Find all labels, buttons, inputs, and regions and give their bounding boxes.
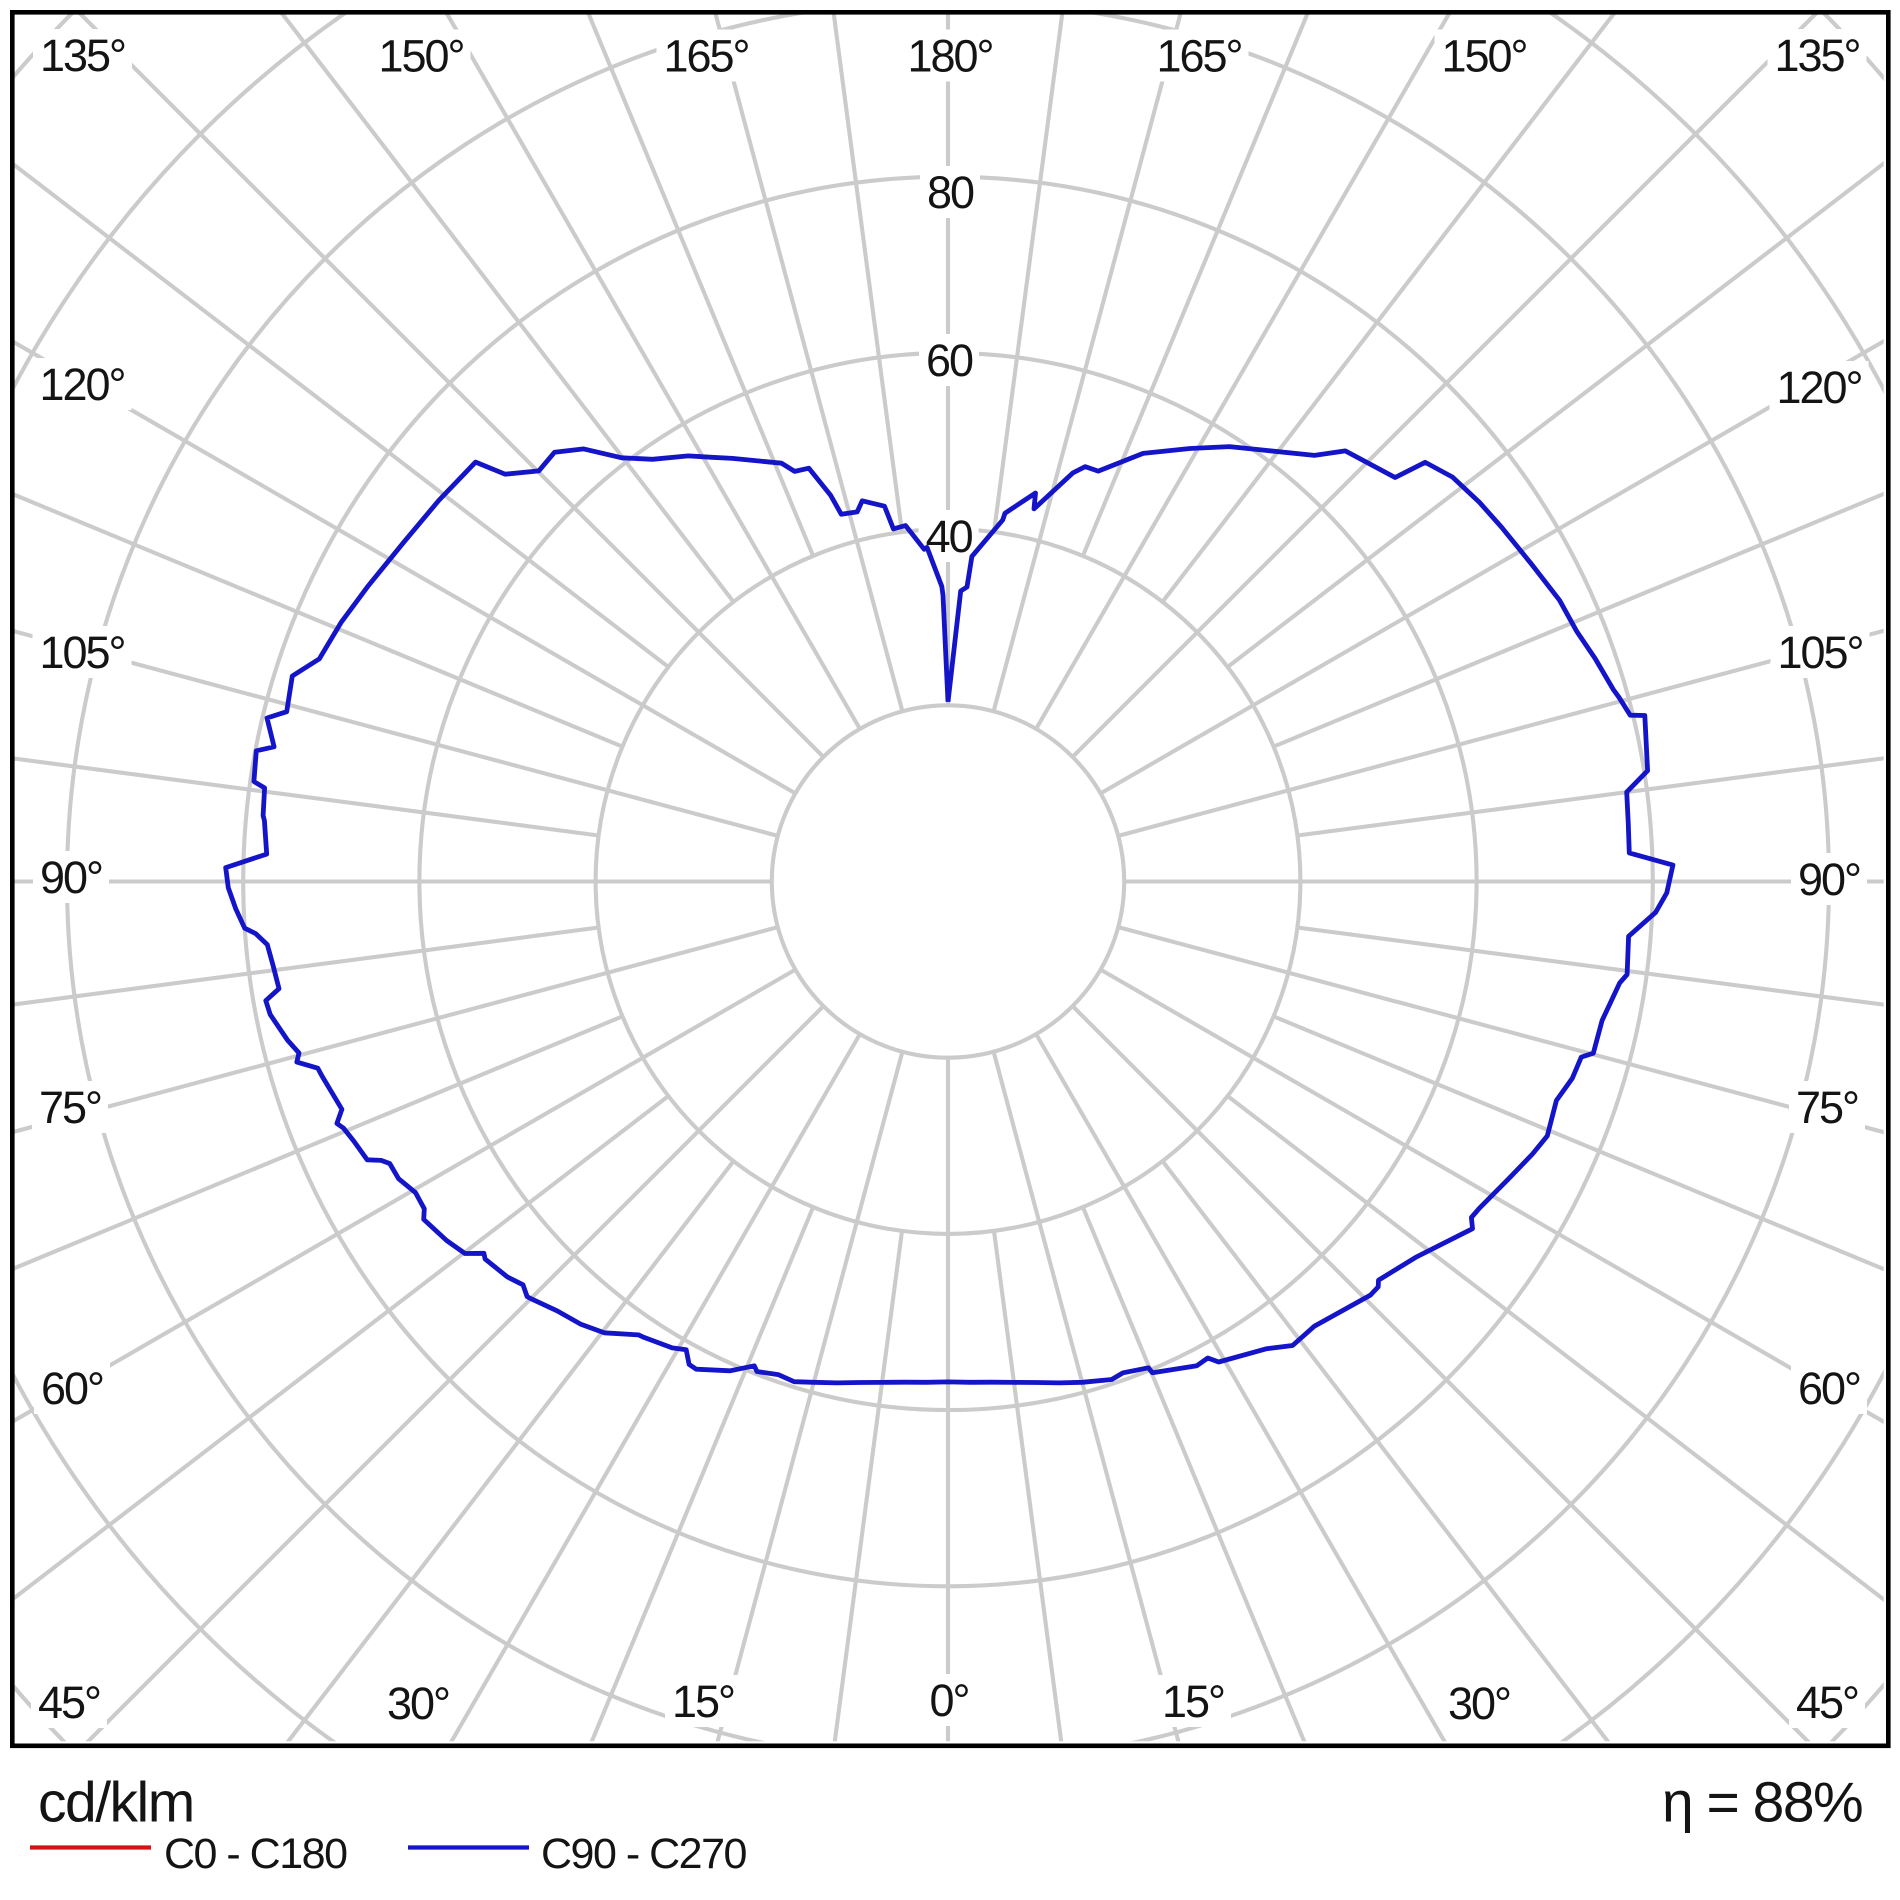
svg-text:135°: 135° <box>1774 30 1859 81</box>
svg-text:30°: 30° <box>387 1678 449 1729</box>
svg-text:60: 60 <box>926 335 973 386</box>
svg-text:135°: 135° <box>40 30 125 81</box>
svg-text:120°: 120° <box>1776 362 1861 413</box>
svg-text:C0 - C180: C0 - C180 <box>164 1830 347 1878</box>
svg-text:40: 40 <box>926 511 973 562</box>
svg-text:150°: 150° <box>1441 31 1526 82</box>
svg-text:cd/klm: cd/klm <box>38 1771 194 1835</box>
svg-text:30°: 30° <box>1448 1678 1510 1729</box>
svg-text:165°: 165° <box>663 31 748 82</box>
svg-text:80: 80 <box>927 167 974 218</box>
svg-text:180°: 180° <box>907 31 992 82</box>
svg-text:90°: 90° <box>1798 854 1860 905</box>
svg-text:105°: 105° <box>39 627 124 678</box>
svg-text:105°: 105° <box>1777 627 1862 678</box>
svg-text:45°: 45° <box>1796 1677 1858 1728</box>
svg-text:150°: 150° <box>378 31 463 82</box>
svg-text:45°: 45° <box>38 1677 100 1728</box>
svg-text:75°: 75° <box>1796 1082 1858 1133</box>
svg-text:15°: 15° <box>672 1676 734 1727</box>
svg-text:η = 88%: η = 88% <box>1662 1771 1862 1835</box>
svg-text:60°: 60° <box>41 1363 103 1414</box>
svg-text:165°: 165° <box>1156 31 1241 82</box>
svg-text:60°: 60° <box>1798 1363 1860 1414</box>
svg-text:120°: 120° <box>39 359 124 410</box>
svg-text:0°: 0° <box>929 1675 968 1726</box>
svg-text:15°: 15° <box>1162 1676 1224 1727</box>
svg-text:75°: 75° <box>39 1082 101 1133</box>
svg-text:90°: 90° <box>40 852 102 903</box>
svg-text:C90 - C270: C90 - C270 <box>541 1830 746 1878</box>
